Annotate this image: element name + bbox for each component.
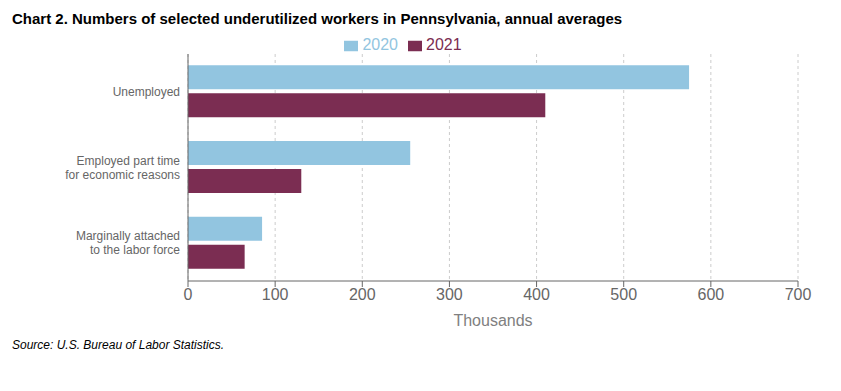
svg-text:300: 300 [436,286,463,303]
svg-text:Unemployed: Unemployed [113,85,180,99]
svg-text:Marginally attachedto the labo: Marginally attachedto the labor force [76,229,180,257]
svg-text:600: 600 [698,286,725,303]
html-text:Chart 2. Numbers of selected u: Chart 2. Numbers of selected underutiliz… [12,10,623,27]
svg-text:0: 0 [184,286,193,303]
svg-text:500: 500 [610,286,637,303]
svg-text:700: 700 [785,286,812,303]
svg-text:400: 400 [523,286,550,303]
html-text:2020: 2020 [362,36,398,53]
svg-text:100: 100 [262,286,289,303]
svg-text:Thousands: Thousands [453,312,532,329]
svg-text:200: 200 [349,286,376,303]
html-text:2021: 2021 [426,36,462,53]
html-text:Source: U.S. Bureau of Labor S: Source: U.S. Bureau of Labor Statistics. [12,338,225,352]
svg-text:Employed part timefor economic: Employed part timefor economic reasons [65,154,180,182]
